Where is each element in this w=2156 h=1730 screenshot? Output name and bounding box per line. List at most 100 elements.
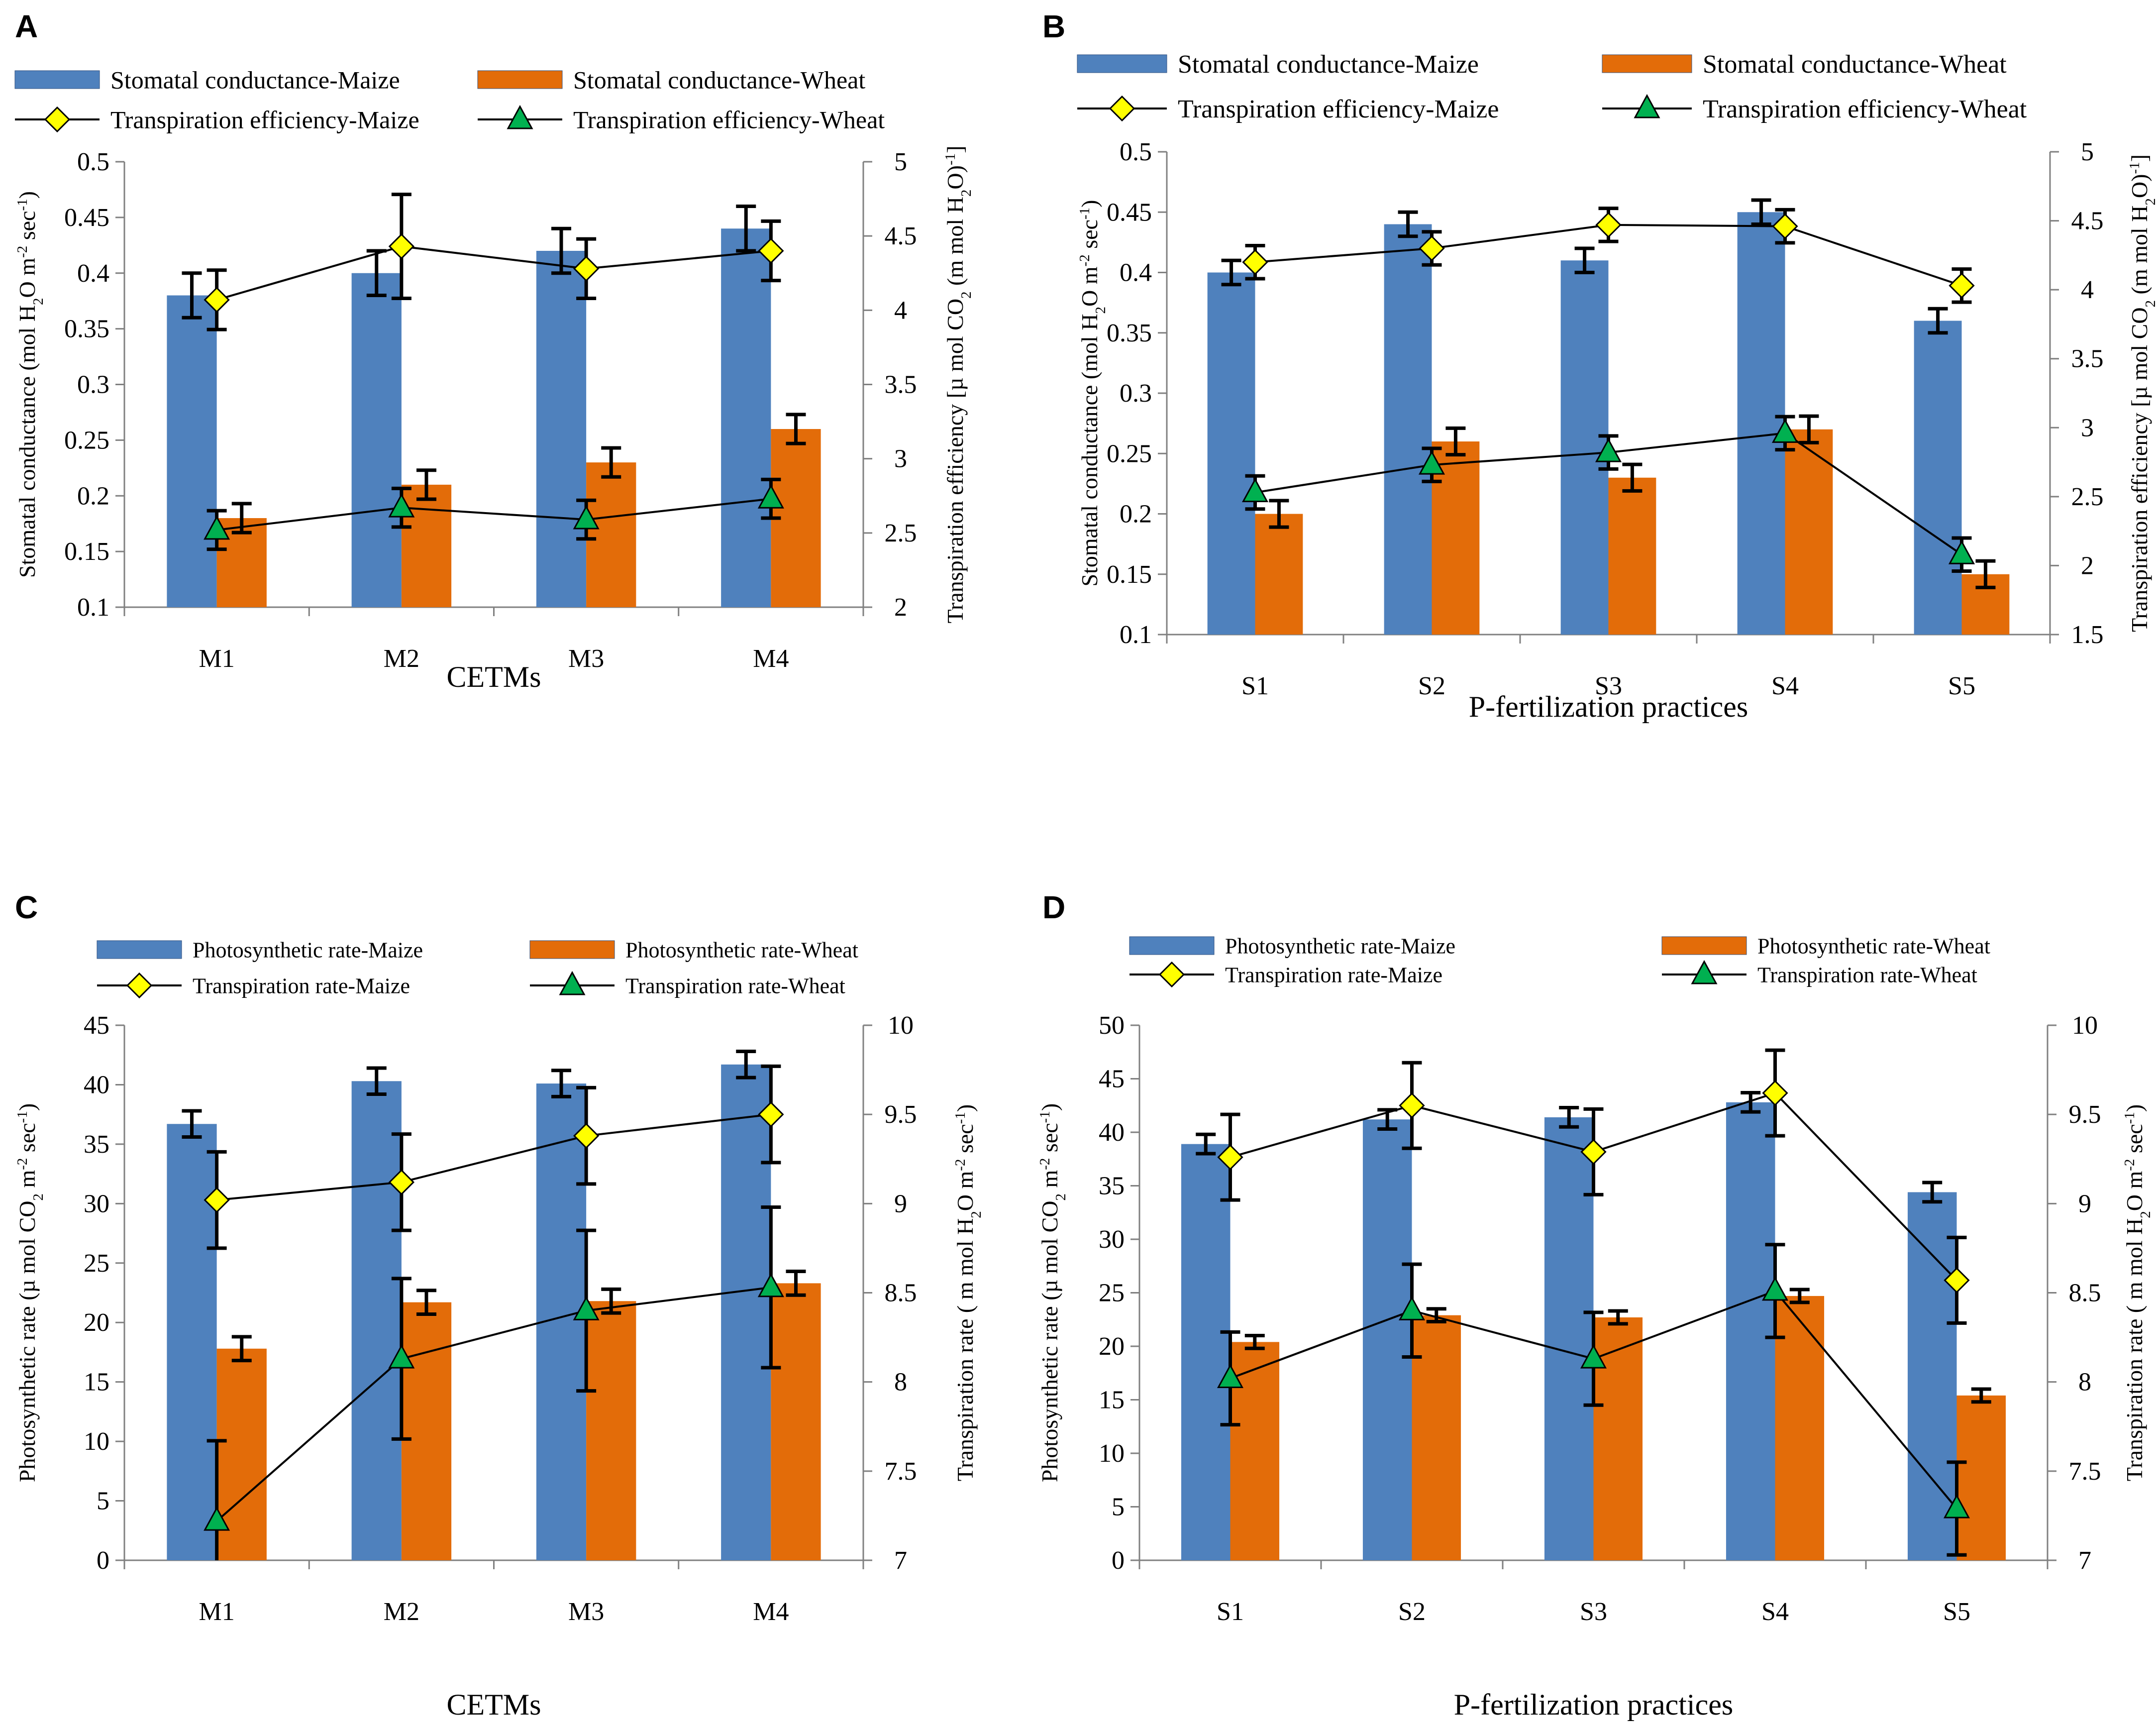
marker-diamond bbox=[758, 1101, 784, 1128]
y2-tick-label: 5 bbox=[2081, 138, 2094, 166]
marker-diamond bbox=[1772, 213, 1798, 239]
marker-triangle bbox=[573, 505, 600, 530]
bar bbox=[1907, 1192, 1957, 1560]
legend-item: Transpiration efficiency-Maize bbox=[15, 106, 419, 134]
y-tick-label: 35 bbox=[1099, 1172, 1125, 1200]
y-tick-label: 0.1 bbox=[1120, 621, 1152, 649]
legend-label: Photosynthetic rate-Wheat bbox=[1757, 934, 1990, 958]
marker-triangle bbox=[559, 971, 586, 995]
legend: Stomatal conductance-Maize Stomatal condu… bbox=[14, 66, 885, 134]
marker-diamond bbox=[1762, 1080, 1788, 1106]
marker-triangle bbox=[1771, 419, 1799, 443]
bar bbox=[1412, 1315, 1461, 1560]
bar bbox=[1785, 429, 1833, 635]
y2-tick-label: 7.5 bbox=[885, 1457, 917, 1486]
y2-tick-label: 3.5 bbox=[2071, 345, 2104, 373]
marker-triangle bbox=[1595, 438, 1622, 462]
y2-tick-label: 1.5 bbox=[2071, 621, 2104, 649]
marker-diamond bbox=[1949, 272, 1975, 299]
y2-axis-title: Transpiration efficiency [µ mol CO2 (m m… bbox=[2127, 154, 2156, 632]
y2-tick-label: 8 bbox=[894, 1368, 907, 1397]
bar bbox=[1560, 260, 1609, 635]
y-tick-label: 0.4 bbox=[77, 259, 109, 288]
bar bbox=[1914, 321, 1962, 635]
y-tick-label: 35 bbox=[84, 1130, 109, 1159]
x-tick-label: M1 bbox=[199, 645, 235, 673]
legend-label: Photosynthetic rate-Wheat bbox=[625, 938, 858, 962]
series-transpiration-rate-wheat bbox=[1217, 1243, 1970, 1557]
y-tick-label: 0.2 bbox=[77, 482, 109, 510]
marker-diamond bbox=[573, 255, 600, 282]
legend-item: Stomatal conductance-Maize bbox=[14, 66, 400, 94]
y-tick-label: 0.5 bbox=[1120, 138, 1152, 166]
bar bbox=[1544, 1117, 1594, 1560]
y-tick-label: 20 bbox=[1099, 1332, 1125, 1361]
legend-label: Transpiration rate-Wheat bbox=[1757, 963, 1977, 987]
series-photosynthetic-rate-wheat bbox=[216, 1270, 821, 1560]
marker-diamond bbox=[388, 1169, 414, 1195]
series-line bbox=[216, 1286, 771, 1522]
y-tick-label: 5 bbox=[1112, 1493, 1125, 1521]
legend-item: Stomatal conductance-Wheat bbox=[1602, 50, 2007, 79]
bar bbox=[351, 1081, 402, 1560]
marker-diamond bbox=[1419, 235, 1445, 262]
x-tick-label: S2 bbox=[1398, 1598, 1426, 1626]
y2-tick-label: 8.5 bbox=[885, 1279, 917, 1307]
marker-triangle bbox=[1761, 1276, 1789, 1301]
legend-label: Transpiration rate-Maize bbox=[1225, 963, 1442, 987]
y2-axis-title: Transpiration efficiency [µ mol CO2 (m m… bbox=[942, 146, 974, 624]
y-tick-label: 20 bbox=[84, 1308, 109, 1337]
bar bbox=[1593, 1317, 1643, 1560]
marker-triangle bbox=[507, 105, 533, 129]
y-tick-label: 30 bbox=[84, 1189, 109, 1218]
marker-diamond bbox=[1944, 1267, 1970, 1294]
bar bbox=[1737, 212, 1785, 635]
marker-diamond bbox=[758, 237, 784, 264]
legend-swatch bbox=[1602, 54, 1692, 73]
y-tick-label: 0.15 bbox=[1107, 560, 1152, 589]
axes: 0 5 10 15 20 25 30 35 40 45 7 7.5 8 8.5 9 9.5 10 M1 M2 M3 M4 bbox=[84, 1011, 917, 1626]
series-transpiration-efficiency-maize bbox=[1242, 207, 1975, 304]
marker-triangle bbox=[204, 1507, 230, 1531]
bar bbox=[1230, 1342, 1280, 1560]
x-tick-label: S1 bbox=[1241, 672, 1269, 700]
chart-panel-d: D 0 5 10 15 20 25 30 35 40 45 50 7 7.5 8 8.5 9 9.5 10 S1 S2 S… bbox=[1037, 889, 2154, 1721]
bar bbox=[167, 295, 217, 607]
legend-swatch bbox=[14, 70, 100, 89]
y2-tick-label: 2 bbox=[2081, 551, 2094, 580]
series-line bbox=[216, 1113, 771, 1201]
y2-tick-label: 5 bbox=[894, 148, 907, 176]
legend-item: Transpiration efficiency-Wheat bbox=[478, 105, 885, 134]
y-tick-label: 0.45 bbox=[1107, 198, 1152, 226]
x-tick-label: S4 bbox=[1771, 672, 1799, 700]
bar bbox=[1608, 477, 1656, 635]
y-tick-label: 0.3 bbox=[1120, 379, 1152, 408]
y2-axis-title: Transpiration rate ( m mol H2O m-2 sec-1… bbox=[952, 1104, 984, 1481]
y-tick-label: 0.35 bbox=[1107, 319, 1152, 347]
x-tick-label: S3 bbox=[1595, 672, 1622, 700]
bar bbox=[401, 484, 452, 607]
legend-label: Stomatal conductance-Maize bbox=[1178, 50, 1479, 79]
legend-label: Transpiration rate-Maize bbox=[193, 973, 410, 998]
x-tick-label: M2 bbox=[384, 645, 419, 673]
series-photosynthetic-rate-maize bbox=[167, 1050, 771, 1560]
y-axis-title: Stomatal conductance (mol H2O m-2 sec-1) bbox=[1077, 200, 1109, 587]
legend-label: Transpiration efficiency-Wheat bbox=[1703, 95, 2027, 123]
chart-panel-c: C 0 5 10 15 20 25 30 35 40 45 7 7.5 8 8.5 9 9.5 10 M1 M2 M3 M… bbox=[14, 889, 984, 1721]
y2-tick-label: 4.5 bbox=[885, 222, 917, 250]
series-stomatal-conductance-maize bbox=[1207, 198, 1962, 635]
bar bbox=[1362, 1119, 1412, 1560]
y2-tick-label: 4 bbox=[894, 296, 907, 324]
marker-diamond bbox=[204, 1187, 230, 1213]
y-tick-label: 40 bbox=[84, 1071, 109, 1099]
y-tick-label: 5 bbox=[97, 1487, 109, 1515]
y-axis-title: Photosynthetic rate (µ mol CO2 m-2 sec-1… bbox=[14, 1103, 46, 1482]
y-tick-label: 15 bbox=[1099, 1386, 1125, 1414]
series-transpiration-efficiency-wheat bbox=[204, 477, 784, 551]
legend-item: Transpiration rate-Maize bbox=[1129, 961, 1442, 988]
legend-item: Photosynthetic rate-Wheat bbox=[1661, 934, 1990, 958]
x-tick-label: M1 bbox=[199, 1598, 235, 1626]
marker-diamond bbox=[388, 233, 414, 260]
legend-label: Stomatal conductance-Maize bbox=[110, 66, 400, 94]
